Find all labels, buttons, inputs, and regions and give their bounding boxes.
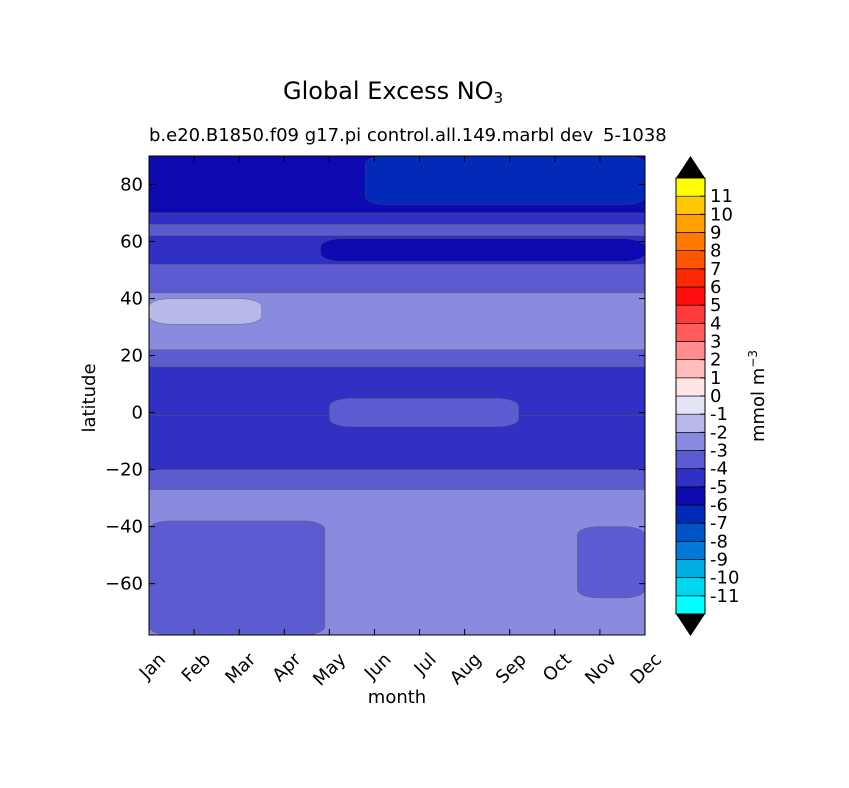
x-tick-label: Apr xyxy=(268,649,305,686)
x-tick-label: Dec xyxy=(627,649,666,688)
colorbar-segment xyxy=(675,250,706,270)
x-tick-label: Feb xyxy=(178,649,215,686)
colorbar-tick-label: 10 xyxy=(710,204,733,225)
colorbar-tick-label: 11 xyxy=(710,186,733,207)
colorbar-segment xyxy=(675,395,706,415)
x-tick-label: Sep xyxy=(492,649,531,688)
y-tick-label: 80 xyxy=(120,175,143,196)
colorbar-segment xyxy=(675,359,706,379)
colorbar-tick-label: -11 xyxy=(710,586,739,607)
contour-region-southern-ocean xyxy=(148,520,326,636)
colorbar-segment xyxy=(675,522,706,542)
colorbar-tick-label: -2 xyxy=(710,422,728,443)
x-tick-label: Jul xyxy=(410,649,441,680)
colorbar-tick-label: -1 xyxy=(710,404,728,425)
x-tick-label: Jan xyxy=(135,649,170,684)
colorbar-tick-label: 1 xyxy=(710,368,721,389)
colorbar-tick-label: -3 xyxy=(710,441,728,462)
contour-region-arctic-high xyxy=(365,155,646,205)
colorbar-segment xyxy=(675,468,706,488)
chart-title: Global Excess NO3 xyxy=(283,77,504,107)
colorbar-segment xyxy=(675,232,706,251)
y-tick-label: −60 xyxy=(105,574,143,595)
y-tick-label: 20 xyxy=(120,346,143,367)
contour-band xyxy=(148,224,646,237)
colorbar-segment xyxy=(675,195,706,215)
colorbar-segment xyxy=(675,413,706,433)
colorbar-segment xyxy=(675,304,706,324)
colorbar-tick-label: 5 xyxy=(710,295,721,316)
colorbar-segment xyxy=(675,432,706,451)
colorbar-tick-label: -6 xyxy=(710,495,728,516)
x-axis-label: month xyxy=(368,687,426,708)
colorbar-segment xyxy=(675,286,706,306)
colorbar-segment xyxy=(675,595,706,615)
plot-frame xyxy=(148,155,646,636)
colorbar-tick-label: -7 xyxy=(710,513,728,534)
x-tick-label: Aug xyxy=(446,649,486,689)
x-tick-label: Oct xyxy=(539,649,576,686)
y-tick-label: 40 xyxy=(120,289,143,310)
colorbar-segment xyxy=(675,559,706,578)
colorbar-segment xyxy=(675,486,706,506)
colorbar-tick-label: 0 xyxy=(710,386,721,407)
y-axis: 80 60 40 20 0 −20 −40 −60 xyxy=(105,175,645,595)
colorbar-segment xyxy=(675,577,706,597)
contour-band xyxy=(148,212,646,225)
chart-subtitle: b.e20.B1850.f09 g17.pi control.all.149.m… xyxy=(149,125,594,146)
colorbar-segment xyxy=(675,541,706,560)
colorbar-segment xyxy=(675,323,706,342)
contour-band xyxy=(148,264,646,294)
colorbar-tick-label: 4 xyxy=(710,313,721,334)
contour-region-southern-ocean-late xyxy=(577,526,646,599)
y-tick-label: −40 xyxy=(105,517,143,538)
contour-region-north-tropics-min xyxy=(148,298,262,325)
x-tick-label: Nov xyxy=(581,649,621,689)
plot-area xyxy=(148,155,646,636)
x-tick-label: Jun xyxy=(360,649,395,684)
chart-subtitle-right: 5-1038 xyxy=(603,125,667,146)
colorbar-tick-label: -5 xyxy=(710,477,728,498)
colorbar-under-triangle xyxy=(676,614,705,636)
colorbar-segment xyxy=(675,268,706,288)
colorbar-segment xyxy=(675,504,706,524)
colorbar-segment xyxy=(675,450,706,469)
x-tick-label: Mar xyxy=(221,649,260,688)
colorbar-tick-label: -4 xyxy=(710,459,728,480)
colorbar-segment xyxy=(675,214,706,233)
colorbar-tick-label: 2 xyxy=(710,350,721,371)
colorbar-segment xyxy=(675,341,706,360)
y-tick-label: −20 xyxy=(105,460,143,481)
colorbar-tick-label: 9 xyxy=(710,223,721,244)
colorbar-tick-label: -9 xyxy=(710,550,728,571)
contour-band xyxy=(148,469,646,490)
contour-region-equatorial xyxy=(329,398,519,428)
x-tick-label: May xyxy=(309,649,350,690)
colorbar-tick-label: 6 xyxy=(710,277,721,298)
colorbar-tick-label: 3 xyxy=(710,332,721,353)
y-tick-label: 60 xyxy=(120,232,143,253)
colorbar-tick-label: 8 xyxy=(710,241,721,262)
colorbar-tick-label: -10 xyxy=(710,568,739,589)
colorbar-over-triangle xyxy=(676,156,705,178)
contour-region-midlat-low xyxy=(320,238,646,262)
colorbar-tick-label: 7 xyxy=(710,259,721,280)
y-tick-label: 0 xyxy=(132,403,143,424)
contour-band xyxy=(148,349,646,368)
y-axis-label: latitude xyxy=(79,363,100,432)
colorbar-segment xyxy=(675,377,706,397)
colorbar-label: mmol m−3 xyxy=(746,350,769,442)
colorbar-tick-label: -8 xyxy=(710,531,728,552)
colorbar-segment xyxy=(675,177,706,197)
